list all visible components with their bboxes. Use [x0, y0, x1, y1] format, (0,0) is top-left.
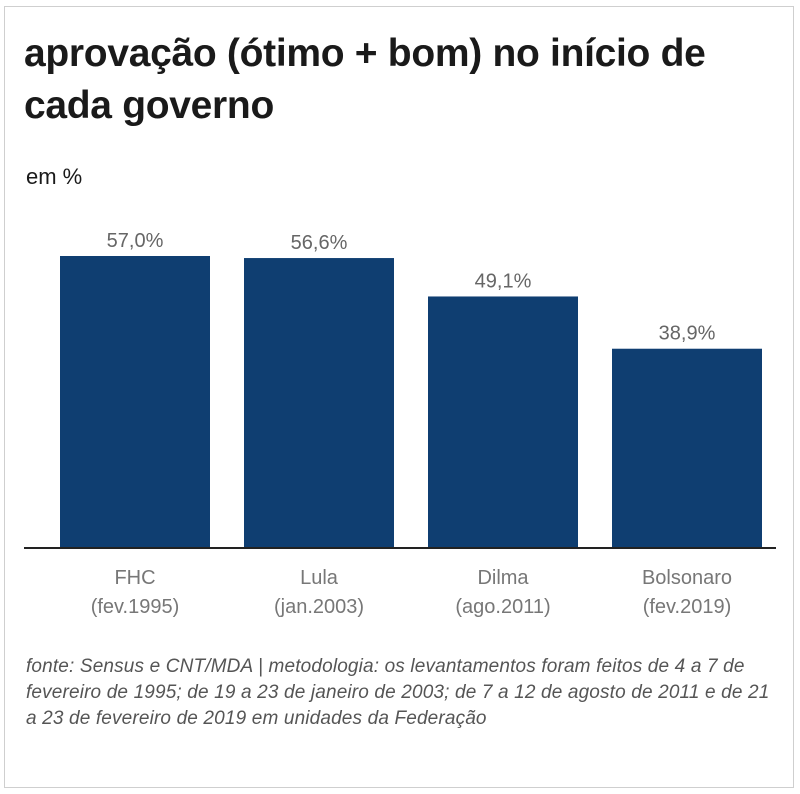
value-label-1: 56,6%	[291, 232, 348, 254]
category-sublabel-0: (fev.1995)	[91, 596, 180, 618]
category-label-3: Bolsonaro	[642, 567, 732, 589]
bar-3	[612, 349, 762, 548]
bar-chart: 57,0% FHC (fev.1995) 56,6% Lula (jan.2003) 49,…	[0, 0, 800, 660]
bar-1	[244, 258, 394, 548]
category-label-1: Lula	[300, 567, 339, 589]
category-label-2: Dilma	[477, 567, 529, 589]
value-label-3: 38,9%	[659, 323, 716, 345]
category-sublabel-2: (ago.2011)	[455, 596, 550, 618]
bar-0	[60, 256, 210, 548]
value-label-2: 49,1%	[475, 270, 532, 292]
category-label-0: FHC	[114, 567, 155, 589]
bar-2	[428, 296, 578, 548]
source-note: fonte: Sensus e CNT/MDA | metodologia: o…	[26, 654, 776, 732]
value-label-0: 57,0%	[107, 230, 164, 252]
category-sublabel-1: (jan.2003)	[274, 596, 364, 618]
category-sublabel-3: (fev.2019)	[643, 596, 732, 618]
